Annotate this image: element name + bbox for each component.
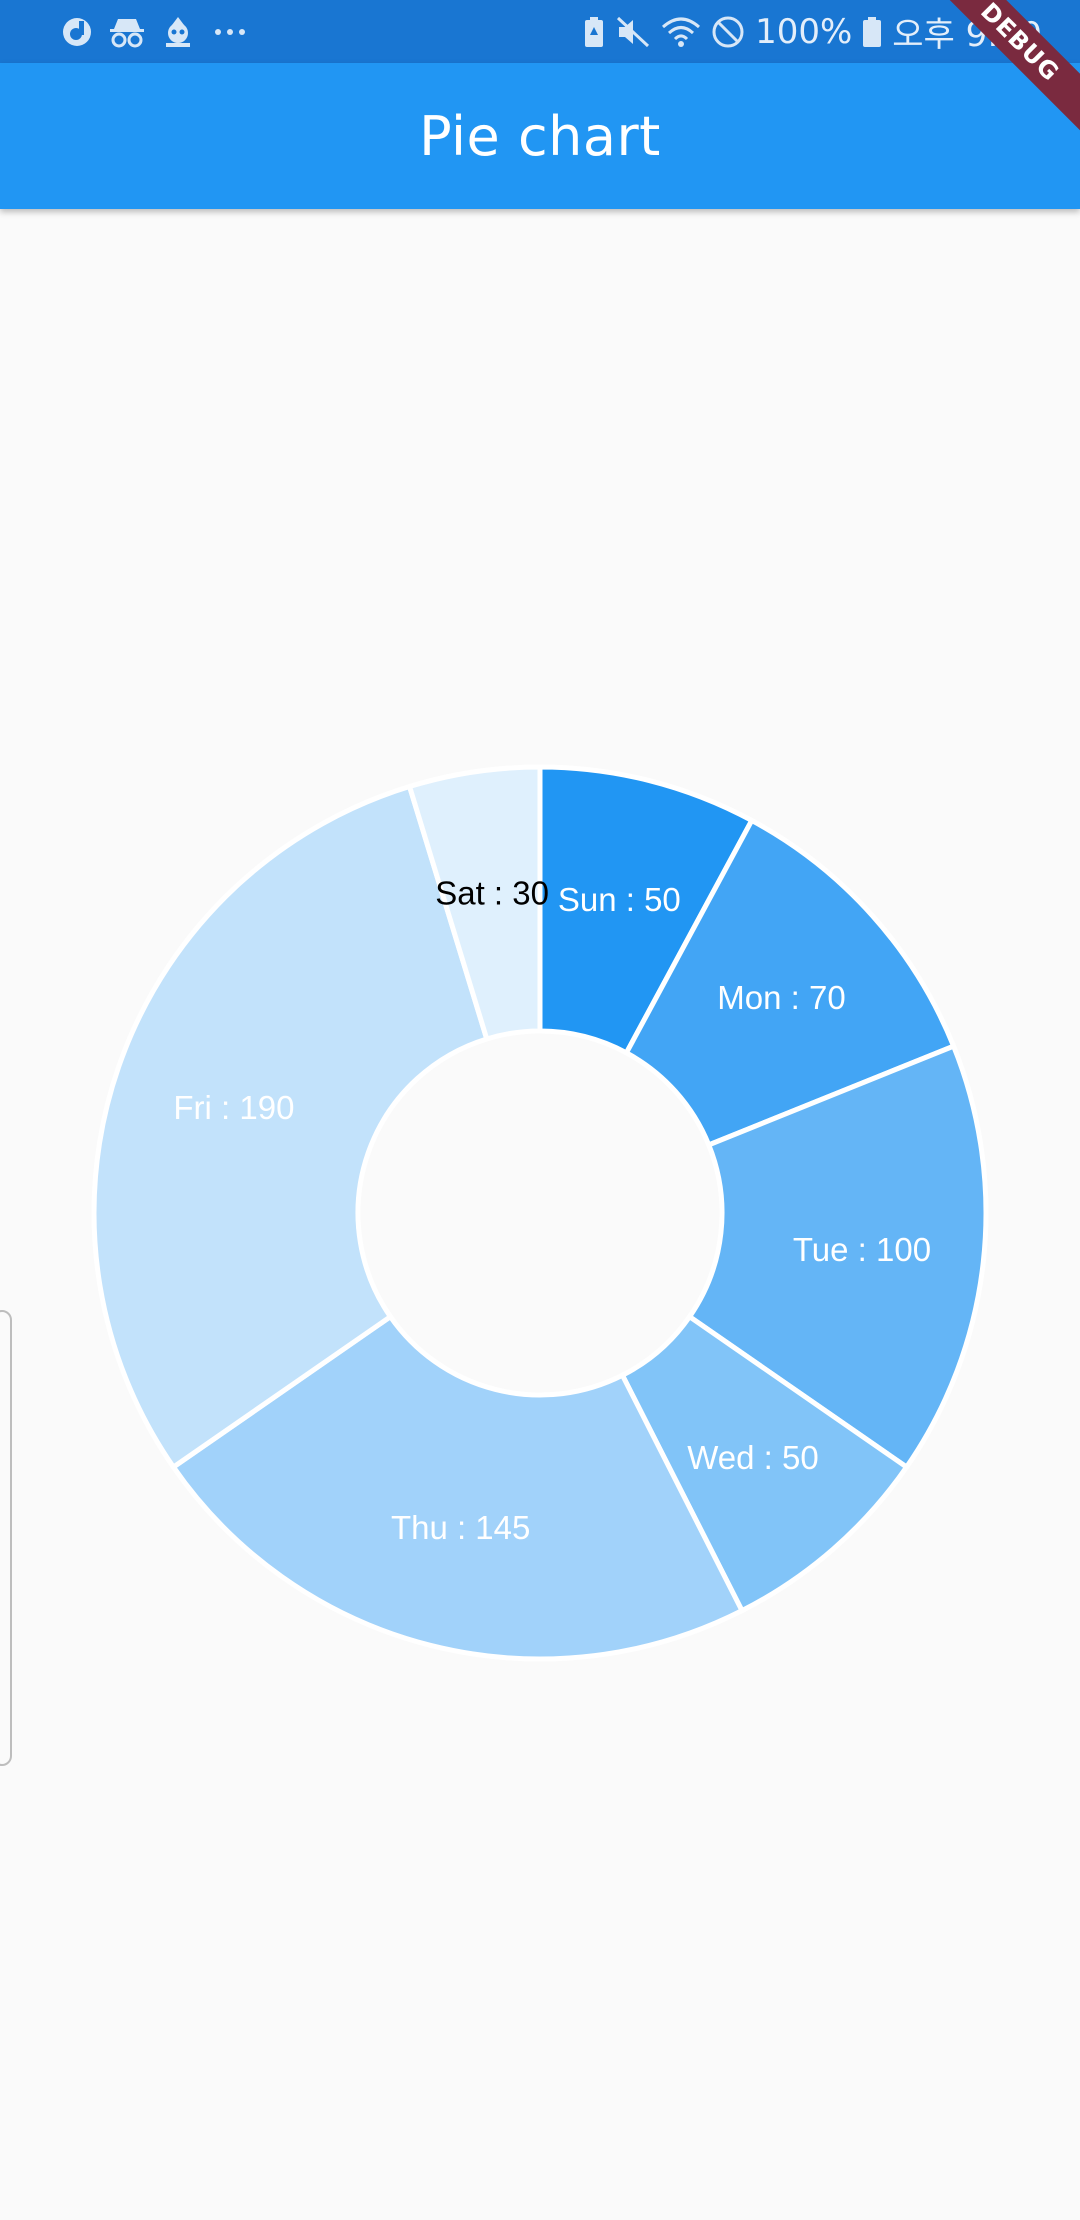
slice-label-mon: Mon : 70 — [717, 979, 845, 1016]
pie-slice-fri[interactable] — [91, 783, 490, 1471]
pie-slice-tue[interactable] — [686, 1042, 989, 1471]
mute-icon — [615, 15, 651, 49]
battery-icon — [862, 15, 882, 49]
pie-chart-area: Sun : 50 Mon : 70 Tue : 100 Wed : 50 Thu : 1… — [0, 209, 1080, 2220]
slice-label-fri: Fri : 190 — [173, 1089, 294, 1126]
slice-label-sat: Sat : 30 — [435, 875, 549, 912]
status-bar: 100% 오후 9:30 — [0, 0, 1080, 63]
do-not-disturb-icon — [711, 15, 745, 49]
status-left-icons — [60, 0, 250, 63]
slice-label-thu: Thu : 145 — [391, 1509, 530, 1546]
incognito-icon — [108, 15, 146, 49]
page-title: Pie chart — [419, 104, 661, 168]
pie-chart: Sun : 50 Mon : 70 Tue : 100 Wed : 50 Thu : 1… — [91, 764, 989, 1662]
slice-label-sun: Sun : 50 — [558, 881, 681, 918]
slice-label-tue: Tue : 100 — [793, 1231, 931, 1268]
pie-slice-thu[interactable] — [169, 1313, 746, 1662]
battery-saver-icon — [583, 15, 605, 49]
edge-panel-handle[interactable] — [0, 1310, 12, 1766]
robot-icon — [160, 15, 196, 49]
battery-percent: 100% — [755, 11, 853, 52]
app-notification-icon — [60, 15, 94, 49]
app-bar: Pie chart — [0, 63, 1080, 209]
wifi-icon — [661, 15, 701, 49]
pie-slice-mon[interactable] — [623, 817, 957, 1149]
slice-label-wed: Wed : 50 — [687, 1439, 818, 1476]
more-dots-icon — [210, 15, 250, 49]
pie-slice-sat[interactable] — [406, 764, 543, 1043]
